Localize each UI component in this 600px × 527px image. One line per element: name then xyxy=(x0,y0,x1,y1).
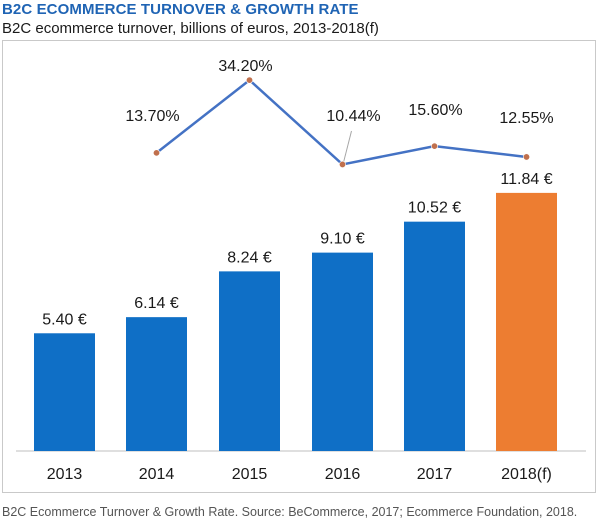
growth-label-2017: 15.60% xyxy=(408,102,462,119)
growth-label-2014: 13.70% xyxy=(125,108,179,125)
bar-value-label-2015: 8.24 € xyxy=(227,249,272,266)
growth-label-2016: 10.44% xyxy=(326,108,380,125)
growth-point-2016 xyxy=(338,160,346,168)
x-tick-label-2018(f): 2018(f) xyxy=(501,466,552,483)
growth-label-2018(f): 12.55% xyxy=(499,110,553,127)
bar-value-label-2013: 5.40 € xyxy=(42,311,87,328)
x-tick-label-2015: 2015 xyxy=(232,466,268,483)
bar-value-label-2014: 6.14 € xyxy=(134,295,179,312)
x-tick-label-2013: 2013 xyxy=(47,466,83,483)
growth-point-2017 xyxy=(430,142,438,150)
label-leader-line-2016 xyxy=(343,130,352,163)
x-tick-label-2014: 2014 xyxy=(139,466,175,483)
chart-title: B2C ECOMMERCE TURNOVER & GROWTH RATE xyxy=(2,1,359,18)
x-tick-label-2017: 2017 xyxy=(417,466,453,483)
bar-value-label-2018(f): 11.84 € xyxy=(500,171,552,188)
bar-value-label-2017: 10.52 € xyxy=(408,200,461,217)
bar-2014 xyxy=(126,317,187,451)
bar-2017 xyxy=(404,221,465,451)
bar-value-label-2016: 9.10 € xyxy=(320,231,365,248)
growth-point-2018(f) xyxy=(522,153,530,161)
x-tick-label-2016: 2016 xyxy=(325,466,361,483)
bar-2016 xyxy=(312,252,373,451)
chart-frame xyxy=(2,40,596,493)
bar-2018(f) xyxy=(496,192,557,451)
growth-point-2015 xyxy=(246,76,254,84)
growth-label-2015: 34.20% xyxy=(218,58,272,75)
source-caption: B2C Ecommerce Turnover & Growth Rate. So… xyxy=(2,505,578,519)
chart-subtitle: B2C ecommerce turnover, billions of euro… xyxy=(2,20,379,37)
bar-2015 xyxy=(219,271,280,451)
bar-2013 xyxy=(34,333,95,451)
growth-point-2014 xyxy=(153,149,161,157)
